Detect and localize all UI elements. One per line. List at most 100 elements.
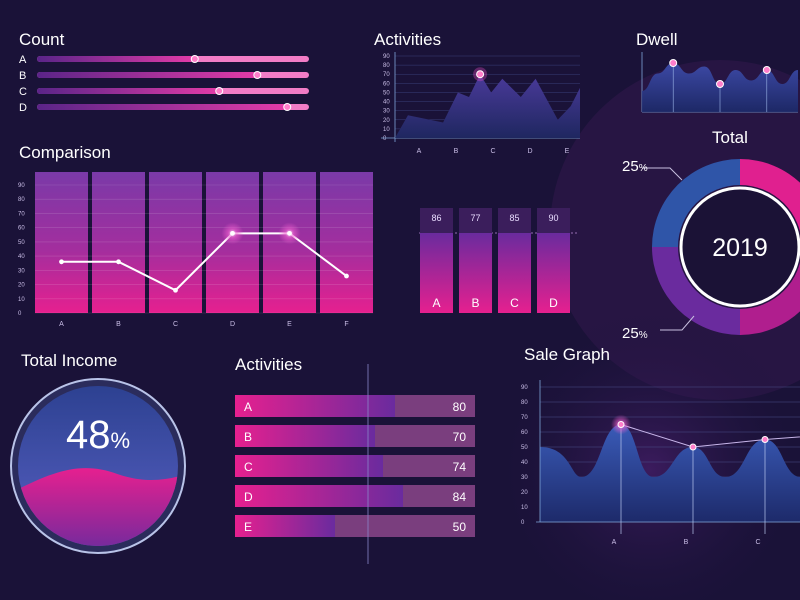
count-label-D: D	[19, 102, 27, 114]
activities-top-ytick-9: 90	[383, 54, 390, 60]
activities-top-xtick-C: C	[490, 148, 495, 155]
labeled-bar-value-D: 90	[548, 213, 558, 223]
activities-top-title: Activities	[374, 30, 442, 49]
count-marker-A	[190, 55, 199, 63]
comparison-xtick-D: D	[230, 321, 235, 328]
comparison-ytick-8: 80	[18, 197, 25, 203]
comparison-ytick-3: 30	[18, 268, 25, 274]
sale-marker-C	[761, 436, 769, 443]
comparison-point-D	[230, 230, 235, 236]
labeled-bar-B	[459, 233, 492, 313]
count-label-A: A	[19, 54, 27, 66]
total-income-fill-group	[18, 386, 178, 546]
count-fill-D	[37, 104, 288, 110]
comparison-ytick-1: 10	[18, 297, 25, 303]
activities-top-ytick-4: 40	[383, 100, 390, 106]
labeled-bar-D	[537, 233, 570, 313]
count-fill-B	[37, 72, 258, 78]
activities-bottom-category-E: E	[244, 520, 252, 534]
activities-bottom-chart: A 80 B 70 C 74 D 84 E 50	[235, 364, 475, 564]
total-income-wave	[18, 468, 178, 546]
total-slice-2	[652, 247, 740, 335]
comparison-xtick-B: B	[116, 321, 121, 328]
total-donut-chart: 2019 25% 25%	[622, 158, 800, 342]
labeled-bar-C	[498, 233, 531, 313]
activities-top-ytick-8: 80	[383, 63, 390, 69]
total-callout-line-bottom	[660, 315, 695, 331]
total-slice-1	[740, 262, 800, 335]
activities-top-area	[395, 74, 580, 138]
activities-top-ytick-0: 0	[383, 136, 387, 142]
comparison-bar-B	[92, 172, 145, 313]
activities-top-ytick-2: 20	[383, 118, 390, 124]
dwell-title: Dwell	[636, 30, 678, 49]
sale-area	[540, 424, 800, 522]
total-slice-0	[740, 159, 800, 232]
sale-ytick-6: 60	[521, 430, 528, 436]
count-fill-C	[37, 88, 220, 94]
labeled-bar-value-A: 86	[431, 213, 441, 223]
total-income-value: 48%	[66, 413, 130, 457]
comparison-title: Comparison	[19, 143, 111, 162]
total-callout-line-top	[642, 167, 683, 181]
sale-xtick-C: C	[755, 539, 760, 546]
comparison-ytick-4: 40	[18, 254, 25, 260]
activities-bottom-bar-B	[235, 425, 375, 447]
activities-bottom-value-C: 74	[453, 460, 467, 474]
activities-top-xtick-A: A	[417, 148, 422, 155]
activities-bottom-bar-A	[235, 395, 395, 417]
sale-ytick-9: 90	[521, 385, 528, 391]
comparison-ytick-7: 70	[18, 211, 25, 217]
sale-ytick-0: 0	[521, 520, 525, 526]
labeled-bar-category-B: B	[471, 296, 479, 310]
sale-line	[620, 424, 800, 448]
labeled-bar-value-C: 85	[509, 213, 519, 223]
activities-bottom-category-D: D	[244, 490, 253, 504]
count-fill-A	[37, 56, 195, 62]
comparison-ytick-9: 90	[18, 183, 25, 189]
activities-bottom-value-E: 50	[453, 520, 467, 534]
activities-bottom-bar-E	[235, 515, 335, 537]
activities-top-ytick-7: 70	[383, 72, 390, 78]
comparison-line	[61, 232, 348, 292]
total-income-gauge: 48%	[10, 378, 186, 554]
activities-top-ytick-1: 10	[383, 127, 390, 133]
activities-bottom-bar-C	[235, 455, 383, 477]
comparison-point-E	[287, 230, 292, 236]
sale-marker-A	[617, 421, 625, 428]
total-center-label: 2019	[712, 234, 768, 262]
comparison-ytick-2: 20	[18, 283, 25, 289]
count-marker-D	[283, 103, 292, 111]
sale-ytick-3: 30	[521, 475, 528, 481]
count-marker-C	[215, 87, 224, 95]
total-income-title: Total Income	[21, 351, 118, 370]
labeled-bar-value-B: 77	[470, 213, 480, 223]
activities-top-xtick-B: B	[454, 148, 459, 155]
activities-bottom-title: Activities	[235, 355, 303, 374]
total-title: Total	[712, 128, 748, 147]
labeled-bar-category-D: D	[549, 296, 558, 310]
count-label-B: B	[19, 70, 26, 82]
sale-marker-B	[689, 443, 697, 451]
dwell-chart	[641, 52, 798, 113]
count-label-C: C	[19, 86, 27, 98]
sale-xtick-B: B	[684, 539, 689, 546]
comparison-ytick-0: 0	[18, 311, 22, 317]
activities-top-ytick-6: 60	[383, 81, 390, 87]
activities-top-ytick-5: 50	[383, 90, 390, 96]
activities-bottom-value-B: 70	[453, 430, 467, 444]
comparison-point-A	[59, 259, 64, 265]
comparison-ytick-5: 50	[18, 240, 25, 246]
sale-graph-chart: 0 10 20 30 40 50 60 70 80 90 A B C	[521, 380, 800, 546]
comparison-point-F	[344, 273, 349, 279]
sale-ytick-4: 40	[521, 460, 528, 466]
comparison-xtick-A: A	[59, 321, 64, 328]
sale-xtick-A: A	[612, 539, 617, 546]
activities-bottom-bar-D	[235, 485, 403, 507]
sale-ytick-7: 70	[521, 415, 528, 421]
comparison-bar-A	[35, 172, 88, 313]
comparison-point-B	[116, 259, 121, 265]
total-slice-3	[652, 159, 740, 247]
